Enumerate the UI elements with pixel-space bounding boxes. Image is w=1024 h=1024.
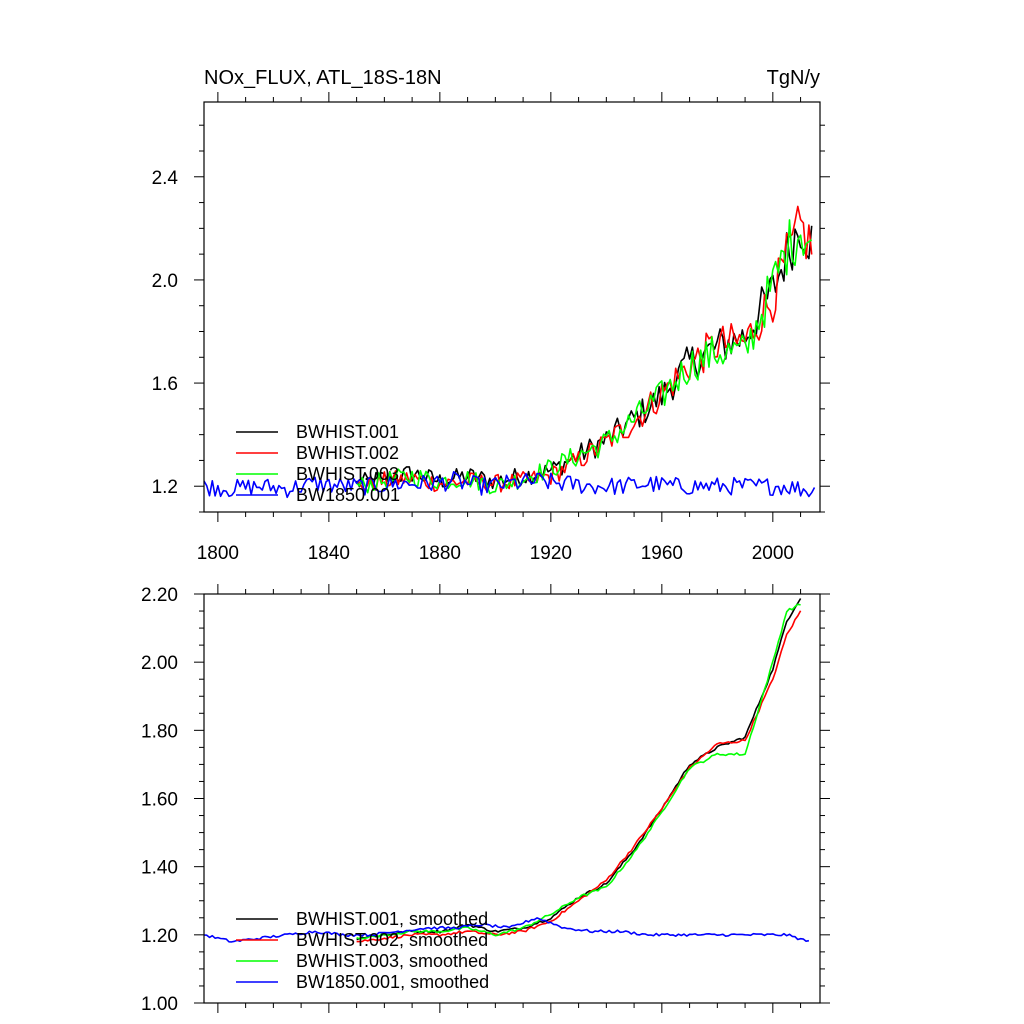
series-line-4 [203,470,816,499]
y-tick-label: 1.20 [141,926,178,947]
top-panel: NOx_FLUX, ATL_18S-18N TgN/y 1800 1840 1880… [152,67,830,564]
x-tick-label: 1920 [530,543,572,564]
series-line-3 [356,603,801,940]
legend-label: BWHIST.002 [296,443,399,463]
top-series-lines [203,205,816,499]
top-plot-frame [203,101,821,513]
x-tick-label: 2000 [752,543,794,564]
y-tick-label: 2.00 [141,653,178,674]
legend-label: BWHIST.003 [296,464,399,484]
legend-label: BW1850.001, smoothed [296,972,489,992]
x-tick-label: 1880 [419,543,461,564]
bottom-panel: 1.00 1.20 1.40 1.60 1.80 2.00 2.20 BWHIST.001,… [141,584,830,1015]
series-line-4 [203,917,810,943]
legend-label: BW1850.001 [296,485,400,505]
x-tick-label: 1800 [197,543,239,564]
y-tick-label: 1.60 [141,790,178,811]
legend-label: BWHIST.002, smoothed [296,930,488,950]
x-tick-label: 1840 [308,543,350,564]
series-line-2 [356,610,802,943]
legend-label: BWHIST.001 [296,422,399,442]
y-tick-label: 1.00 [141,994,178,1015]
units-label: TgN/y [767,67,820,89]
bottom-tick-labels: 1.00 1.20 1.40 1.60 1.80 2.00 2.20 [141,585,178,1015]
chart-title: NOx_FLUX, ATL_18S-18N [204,67,442,89]
y-tick-label: 2.0 [152,271,178,292]
top-tick-labels: 1800 1840 1880 1920 1960 2000 1.2 1.6 2.0 2.4 [152,168,794,564]
y-tick-label: 1.40 [141,858,178,879]
y-tick-label: 1.6 [152,374,178,395]
series-line-2 [356,205,813,493]
bottom-axis-ticks [194,584,830,1013]
y-tick-label: 1.80 [141,721,178,742]
legend-label: BWHIST.001, smoothed [296,909,488,929]
x-tick-label: 1960 [641,543,683,564]
top-axis-ticks [194,92,830,522]
y-tick-label: 2.20 [141,585,178,606]
y-tick-label: 1.2 [152,477,178,498]
bottom-plot-frame [203,593,821,1004]
legend-label: BWHIST.003, smoothed [296,951,488,971]
y-tick-label: 2.4 [152,168,179,189]
bottom-series-lines [203,598,810,943]
